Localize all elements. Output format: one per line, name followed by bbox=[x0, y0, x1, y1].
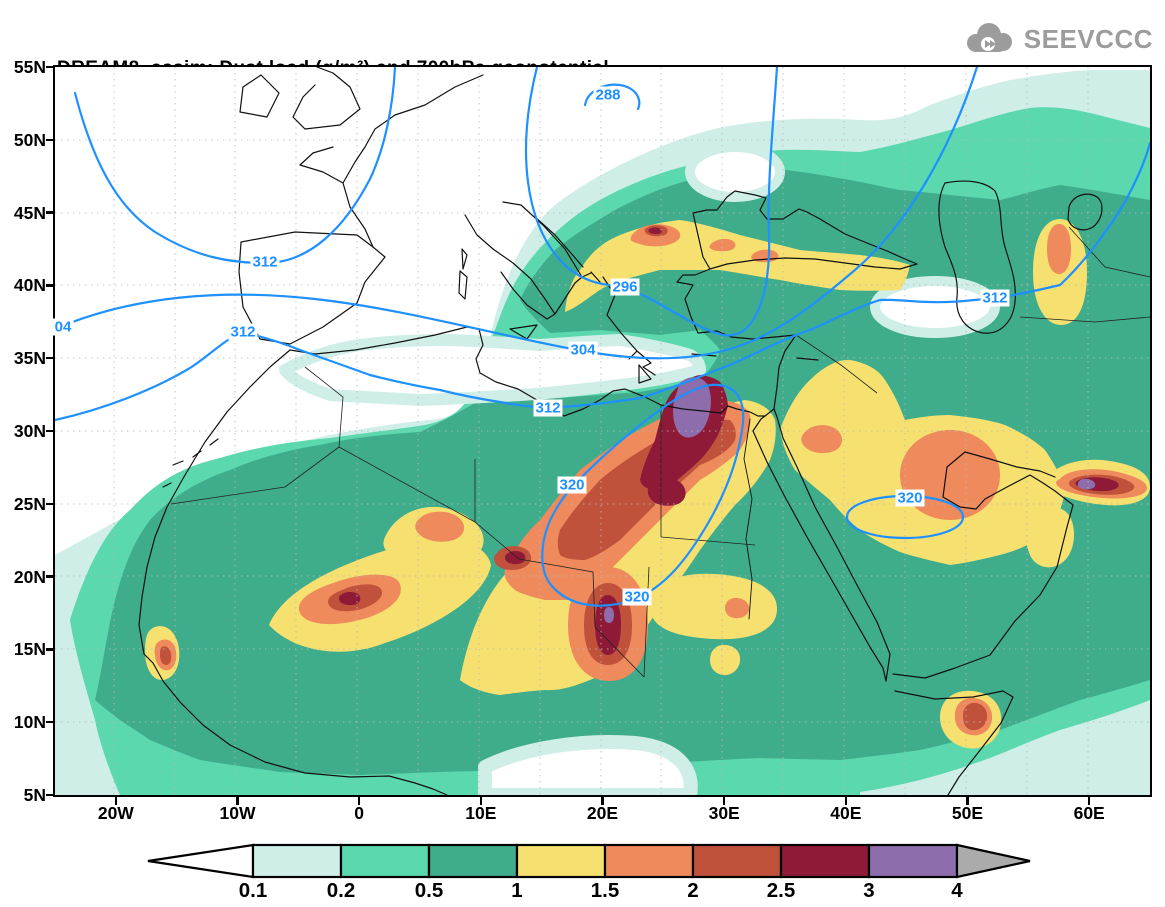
lat-tick-label: 55N bbox=[13, 57, 46, 77]
map-frame bbox=[53, 65, 1152, 797]
seevccc-logo: SEEVCCC bbox=[960, 20, 1153, 58]
grid-lines bbox=[55, 67, 1150, 795]
colorbar-segment bbox=[779, 843, 871, 879]
lon-tick-label: 10E bbox=[465, 803, 497, 823]
lon-tick-label: 50E bbox=[951, 803, 984, 823]
colorbar-segment bbox=[867, 843, 959, 879]
lat-tick-label: 10N bbox=[13, 712, 46, 733]
lat-tick-label: 20N bbox=[13, 566, 46, 587]
dust-map bbox=[55, 67, 1150, 795]
lon-tick bbox=[966, 797, 969, 805]
colorbar-tick-label: 2.5 bbox=[766, 879, 796, 902]
lon-tick-label: 20W bbox=[97, 803, 134, 823]
colorbar-tick-label: 0.2 bbox=[326, 879, 356, 902]
colorbar-tick-label: 1.5 bbox=[590, 879, 620, 902]
colorbar-segment bbox=[339, 843, 431, 879]
lat-tick-label: 50N bbox=[13, 129, 46, 150]
colorbar-segment bbox=[427, 843, 519, 879]
lat-tick-label: 35N bbox=[13, 348, 46, 369]
lon-tick-label: 20E bbox=[586, 803, 619, 823]
colorbar-under-arrow bbox=[147, 843, 255, 879]
lon-tick bbox=[1087, 797, 1091, 805]
colorbar-tick-label: 1 bbox=[511, 879, 523, 902]
lon-tick bbox=[357, 797, 361, 805]
lon-tick-label: 40E bbox=[830, 803, 862, 823]
colorbar-segment bbox=[515, 843, 607, 879]
lat-tick-label: 30N bbox=[13, 421, 46, 441]
lon-tick bbox=[114, 797, 118, 805]
cloud-icon bbox=[966, 23, 1012, 52]
colorbar-svg bbox=[147, 843, 1031, 879]
lon-tick-label: 0 bbox=[354, 803, 365, 823]
colorbar-segment bbox=[603, 843, 695, 879]
lon-tick-label: 60E bbox=[1073, 803, 1105, 823]
lon-tick bbox=[236, 797, 239, 805]
lat-tick-label: 45N bbox=[13, 202, 46, 223]
colorbar-tick-label: 0.5 bbox=[414, 879, 444, 902]
lat-tick-label: 5N bbox=[23, 785, 46, 805]
colorbar-over-arrow bbox=[955, 843, 1031, 879]
country-borders bbox=[170, 226, 1150, 678]
logo-text: SEEVCCC bbox=[1023, 23, 1153, 54]
colorbar-tick-label: 0.1 bbox=[238, 879, 268, 902]
lat-tick-label: 40N bbox=[13, 275, 46, 296]
lat-tick-label: 15N bbox=[13, 639, 46, 660]
colorbar-segment bbox=[251, 843, 343, 879]
colorbar-tick-label: 2 bbox=[687, 879, 699, 902]
colorbar-tick-label: 4 bbox=[951, 879, 963, 902]
lon-tick bbox=[479, 797, 483, 805]
lon-tick bbox=[722, 797, 726, 805]
lon-tick bbox=[601, 797, 604, 805]
lon-tick-label: 30E bbox=[708, 803, 740, 823]
colorbar-segment bbox=[691, 843, 783, 879]
colorbar-tick-label: 3 bbox=[863, 879, 875, 902]
lon-tick bbox=[844, 797, 848, 805]
coastlines bbox=[138, 67, 1103, 795]
lat-tick-label: 25N bbox=[13, 493, 46, 514]
lon-tick-label: 10W bbox=[219, 803, 256, 823]
